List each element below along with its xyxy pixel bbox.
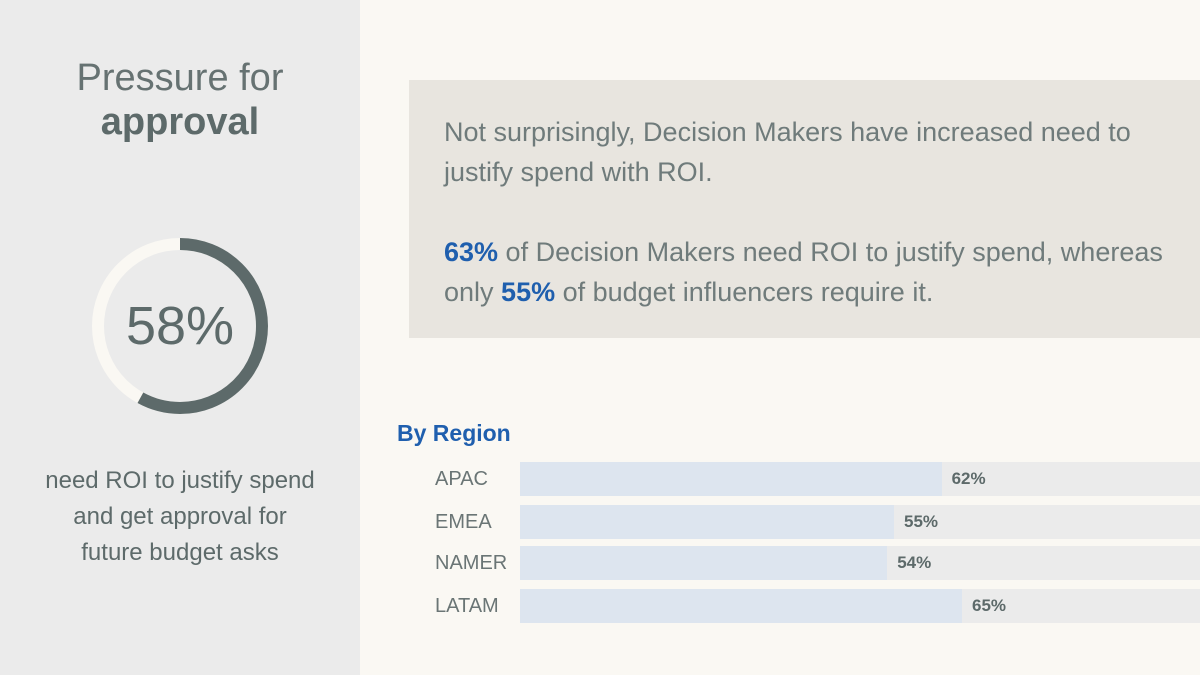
bar-fill bbox=[520, 546, 888, 580]
bar-value-label: 62% bbox=[951, 469, 986, 488]
chart-title: By Region bbox=[397, 420, 511, 446]
caption-line-3: future budget asks bbox=[81, 539, 279, 566]
bar-value-label: 55% bbox=[904, 512, 939, 531]
donut-chart bbox=[92, 238, 268, 414]
insight-paragraph-2: 63% of Decision Makers need ROI to justi… bbox=[444, 232, 1189, 312]
bar-track: 55% bbox=[520, 505, 1200, 539]
bar-fill bbox=[520, 462, 942, 496]
insight-text-1: of Decision Makers need ROI to justify s… bbox=[444, 237, 1163, 307]
left-panel: Pressure for approval 58% need ROI to ju… bbox=[0, 0, 360, 675]
bar-label: APAC bbox=[435, 468, 488, 490]
donut-value: 58% bbox=[125, 296, 235, 356]
insight-text-2: of budget influencers require it. bbox=[555, 277, 934, 307]
donut-fill-arc bbox=[92, 238, 268, 414]
insight-text: Not surprisingly, Decision Makers have i… bbox=[444, 112, 1189, 312]
insight-highlight-2: 55% bbox=[501, 277, 556, 307]
bar-fill bbox=[520, 589, 962, 623]
bar-row-emea: EMEA 55% bbox=[435, 505, 1200, 539]
title-line-2: approval bbox=[100, 101, 260, 143]
bar-value-label: 54% bbox=[897, 553, 932, 572]
insight-highlight-1: 63% bbox=[444, 237, 499, 267]
bar-track: 65% bbox=[520, 589, 1200, 623]
bar-track: 62% bbox=[520, 462, 1200, 496]
title-line-1: Pressure for bbox=[76, 57, 284, 99]
bar-row-namer: NAMER 54% bbox=[435, 546, 1200, 580]
page-title: Pressure for approval bbox=[0, 56, 360, 144]
insight-box: Not surprisingly, Decision Makers have i… bbox=[409, 80, 1200, 338]
bar-value-label: 65% bbox=[972, 596, 1007, 615]
bar-track: 54% bbox=[520, 546, 1200, 580]
bar-label: EMEA bbox=[435, 511, 492, 533]
donut-caption: need ROI to justify spend and get approv… bbox=[20, 463, 340, 571]
insight-paragraph-1: Not surprisingly, Decision Makers have i… bbox=[444, 117, 1131, 187]
bar-row-apac: APAC 62% bbox=[435, 462, 1200, 496]
bar-label: LATAM bbox=[435, 595, 499, 617]
caption-line-1: need ROI to justify spend bbox=[45, 467, 315, 494]
bar-fill bbox=[520, 505, 894, 539]
caption-line-2: and get approval for bbox=[73, 503, 287, 530]
bar-label: NAMER bbox=[435, 552, 508, 574]
bar-row-latam: LATAM 65% bbox=[435, 589, 1200, 623]
